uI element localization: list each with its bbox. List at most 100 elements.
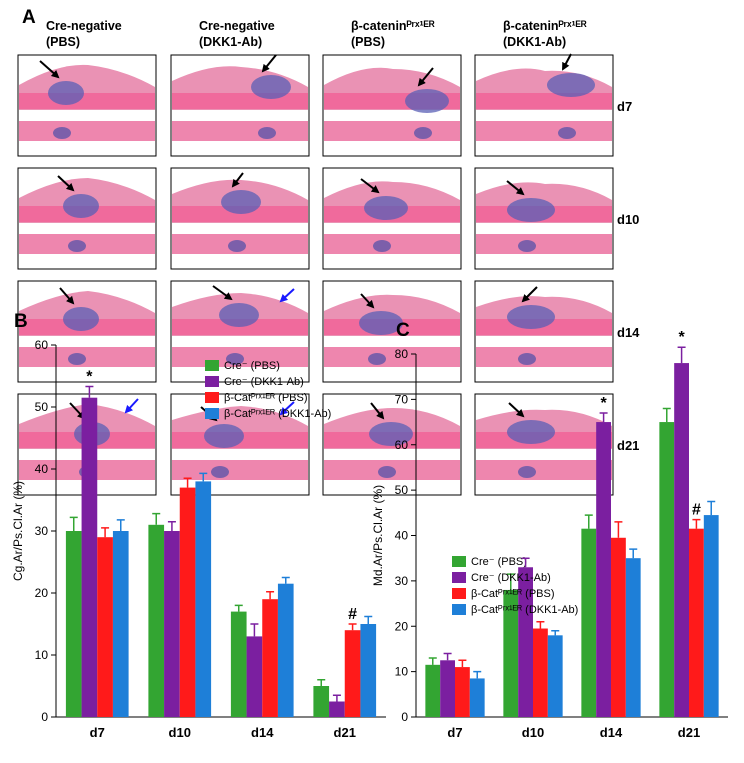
column-header: β-cateninᴾʳˣ¹ᴱᴿ [351,19,435,33]
legend-label: β-Catᴾʳˣ¹ᴱᴿ (DKK1-Ab) [224,408,331,420]
error-bar [707,500,716,516]
x-tick-label: d14 [251,725,274,740]
cartilage [63,194,99,218]
cartilage [547,73,595,97]
bone-bottom [19,121,155,141]
annotation: * [678,329,685,346]
panel-label: B [14,311,28,332]
error-bar [692,518,701,529]
histology-image [170,54,310,157]
bar [262,599,278,717]
error-bar [317,679,326,686]
x-tick-label: d21 [334,725,356,740]
y-tick-label: 0 [401,710,408,724]
bone-top [172,206,308,222]
x-tick-label: d7 [447,725,462,740]
bone-top [172,93,308,109]
legend-swatch [452,604,466,615]
error-bar [69,516,78,531]
error-bar [443,652,452,661]
column-header: β-cateninᴾʳˣ¹ᴱᴿ [503,19,587,33]
bar [81,397,98,717]
panel-label: C [396,320,410,341]
error-bar [458,659,467,668]
cartilage [228,240,246,252]
bar [230,611,247,717]
cartilage [53,127,71,139]
y-tick-label: 80 [395,347,409,361]
cartilage [251,75,291,99]
error-bar [167,520,176,531]
histology-image [474,280,614,383]
error-bar [348,623,357,631]
arrow [360,293,375,309]
histology-image [170,167,310,270]
bar [689,528,704,717]
bar [195,481,212,717]
arrow [261,54,277,73]
bar [703,515,719,717]
bone-top [172,319,308,335]
cartilage [518,466,536,478]
legend-label: Cre⁻ (DKK1-Ab) [224,376,304,388]
histology-image [474,393,614,496]
bone-bottom [19,234,155,254]
cartilage [359,311,403,335]
legend-swatch [205,376,219,387]
histology-image [322,167,462,270]
error-bar [521,557,530,568]
bar [659,422,675,717]
bone-bottom [19,347,155,367]
bar [344,630,361,717]
cartilage [378,466,396,478]
bone-bottom [172,121,308,141]
y-tick-label: 50 [395,483,409,497]
arrow [417,67,434,87]
legend-swatch [452,572,466,583]
annotation: * [600,395,607,412]
annotation: # [692,502,701,519]
row-label: d7 [617,99,632,114]
y-tick-label: 50 [35,400,49,414]
cartilage [518,353,536,365]
legend-swatch [205,408,219,419]
legend-swatch [205,392,219,403]
bar [581,528,597,717]
error-bar [234,604,243,612]
error-bar [199,472,208,482]
bar [97,537,113,717]
cartilage [507,198,555,222]
bone-bottom [324,121,460,141]
column-header: Cre-negative [199,19,275,33]
cartilage [507,420,555,444]
histology-image [322,280,462,383]
y-tick-label: 70 [395,392,409,406]
column-header: (PBS) [46,35,80,49]
arrow [212,285,233,301]
bone-top [19,93,155,109]
y-axis-label: Md.Ar/Ps.Cl.Ar (%) [371,485,385,586]
bone-bottom [476,347,612,367]
bar [625,558,641,717]
row-label: d21 [617,438,639,453]
histology-image [17,280,157,383]
column-header: (DKK1-Ab) [199,35,262,49]
legend-label: β-Catᴾʳˣ¹ᴱᴿ (PBS) [471,588,555,600]
error-bar [364,615,373,624]
error-bar [584,514,593,529]
bone-bottom [172,460,308,480]
error-bar [428,657,437,665]
cartilage [368,353,386,365]
cartilage [507,305,555,329]
bar [533,628,548,717]
legend-label: β-Catᴾʳˣ¹ᴱᴿ (PBS) [224,392,308,404]
histology-image [17,167,157,270]
bar [425,664,441,717]
x-tick-label: d7 [90,725,105,740]
error-bar [183,477,192,488]
cartilage [48,81,84,105]
error-bar [101,527,110,538]
bar [518,567,533,717]
